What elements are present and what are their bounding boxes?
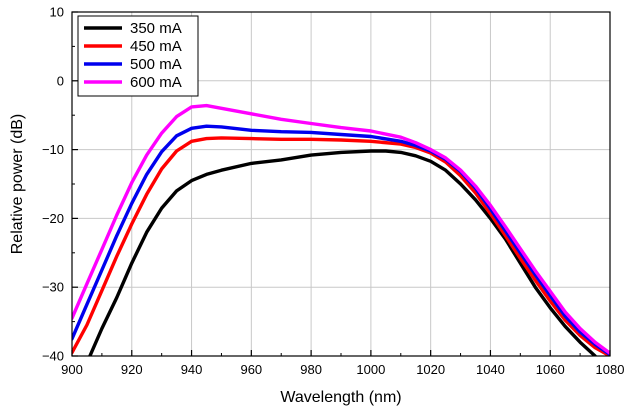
x-tick-label: 1080 [596, 362, 625, 377]
series-line-600-ma [72, 103, 610, 355]
y-tick-label: 0 [57, 73, 64, 88]
legend-label: 450 mA [130, 38, 182, 55]
x-tick-label: 1000 [356, 362, 385, 377]
x-tick-label: 1060 [536, 362, 565, 377]
x-tick-label: 1020 [416, 362, 445, 377]
x-tick-label: 980 [300, 362, 322, 377]
y-tick-label: −30 [42, 280, 64, 295]
y-tick-label: 10 [50, 5, 64, 20]
legend-label: 350 mA [130, 20, 182, 37]
y-axis-title: Relative power (dB) [9, 114, 26, 255]
x-axis-title: Wavelength (nm) [280, 389, 401, 406]
y-tick-label: −40 [42, 349, 64, 364]
legend-label: 500 mA [130, 56, 182, 73]
x-tick-label: 940 [181, 362, 203, 377]
x-tick-label: 900 [61, 362, 83, 377]
x-tick-label: 1040 [476, 362, 505, 377]
x-tick-label: 960 [240, 362, 262, 377]
y-tick-label: −20 [42, 211, 64, 226]
series-line-500-ma [72, 124, 610, 356]
series-lines [72, 103, 610, 356]
y-tick-label: −10 [42, 142, 64, 157]
x-tick-label: 920 [121, 362, 143, 377]
legend-label: 600 mA [130, 74, 182, 91]
series-line-450-ma [72, 136, 610, 356]
axis-ticks: 900 920 940 960 980 1000 1020 1040 1060 1080 10 0 −1… [42, 5, 625, 378]
series-line-350-ma [88, 149, 597, 356]
